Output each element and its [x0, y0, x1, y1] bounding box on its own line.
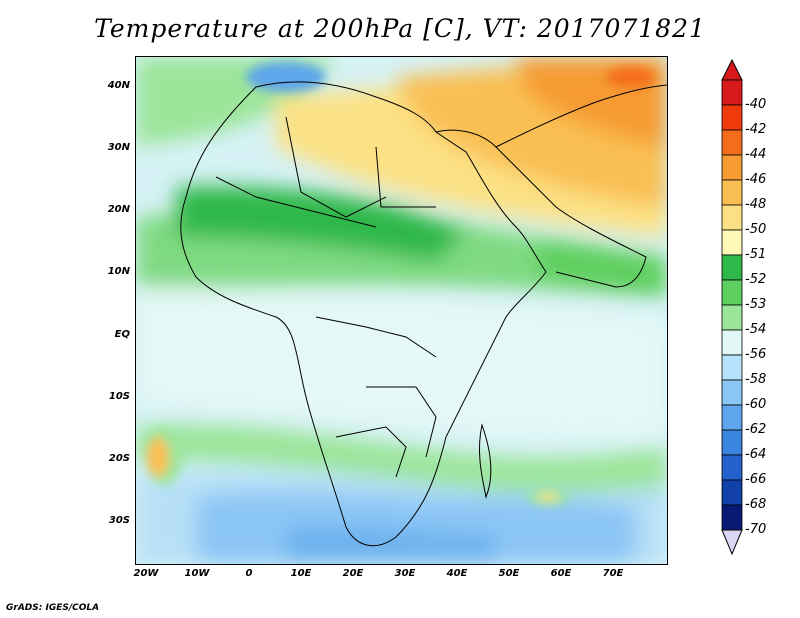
footer-credit: GrADS: IGES/COLA [6, 603, 100, 613]
lat-label-10N: 10N [107, 266, 130, 277]
lat-label-20N: 20N [107, 204, 130, 215]
colorbar-label: -53 [745, 297, 767, 312]
colorbar-segment-9 [721, 304, 743, 331]
map-plot-area [135, 56, 668, 565]
lat-label-eq: EQ [114, 329, 130, 340]
colorbar-segment-14 [721, 429, 743, 456]
colorbar-segment-8 [721, 279, 743, 306]
colorbar-segment-17 [721, 504, 743, 531]
colorbar-label: -52 [745, 272, 767, 287]
colorbar-label: -46 [745, 172, 767, 187]
lon-label-0: 0 [245, 568, 253, 579]
colorbar-label: -60 [745, 397, 767, 412]
colorbar-label: -51 [745, 247, 767, 262]
lat-label-10S: 10S [108, 391, 130, 402]
colorbar-bottom-arrow [721, 529, 743, 556]
colorbar-label: -40 [745, 97, 767, 112]
lon-label-60E: 60E [550, 568, 572, 579]
colorbar-segment-13 [721, 404, 743, 431]
colorbar-label: -44 [745, 147, 767, 162]
colorbar-label: -66 [745, 472, 767, 487]
colorbar-segment-11 [721, 354, 743, 381]
colorbar-label: -62 [745, 422, 767, 437]
colorbar-segment-6 [721, 229, 743, 256]
lon-label-10W: 10W [184, 568, 210, 579]
temperature-map [136, 57, 667, 564]
lon-label-70E: 70E [602, 568, 624, 579]
colorbar-label: -50 [745, 222, 767, 237]
colorbar [721, 58, 743, 556]
colorbar-label: -56 [745, 347, 767, 362]
colorbar-label: -70 [745, 522, 767, 537]
lon-label-20W: 20W [133, 568, 159, 579]
colorbar-label: -68 [745, 497, 767, 512]
colorbar-label: -54 [745, 322, 767, 337]
colorbar-segment-16 [721, 479, 743, 506]
lat-label-30N: 30N [107, 142, 130, 153]
colorbar-segment-0 [721, 79, 743, 106]
colorbar-label: -64 [745, 447, 767, 462]
lat-label-40N: 40N [107, 80, 130, 91]
colorbar-segment-12 [721, 379, 743, 406]
lon-label-10E: 10E [290, 568, 312, 579]
lon-label-20E: 20E [342, 568, 364, 579]
colorbar-segment-2 [721, 129, 743, 156]
lon-label-50E: 50E [498, 568, 520, 579]
colorbar-label: -48 [745, 197, 767, 212]
chart-title: Temperature at 200hPa [C], VT: 201707182… [94, 14, 706, 43]
lon-label-30E: 30E [394, 568, 416, 579]
colorbar-segment-10 [721, 329, 743, 356]
colorbar-segment-15 [721, 454, 743, 481]
colorbar-segment-7 [721, 254, 743, 281]
temperature-anomalies [146, 62, 656, 505]
lat-label-20S: 20S [108, 453, 130, 464]
lat-label-30S: 30S [108, 515, 130, 526]
colorbar-segment-3 [721, 154, 743, 181]
colorbar-top-arrow [721, 58, 743, 81]
colorbar-segment-5 [721, 204, 743, 231]
colorbar-segment-4 [721, 179, 743, 206]
colorbar-label: -58 [745, 372, 767, 387]
colorbar-segment-1 [721, 104, 743, 131]
lon-label-40E: 40E [446, 568, 468, 579]
coastlines-and-borders [180, 81, 667, 547]
colorbar-label: -42 [745, 122, 767, 137]
